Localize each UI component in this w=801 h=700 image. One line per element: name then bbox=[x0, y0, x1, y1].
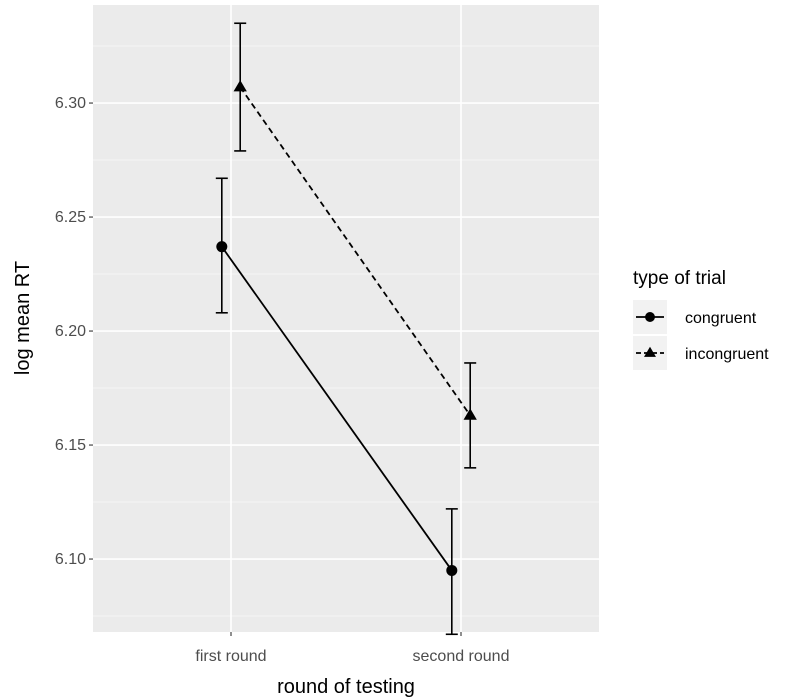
series-congruent bbox=[215, 177, 458, 636]
series-line bbox=[239, 86, 471, 416]
legend-item: congruent bbox=[633, 300, 757, 334]
legend-label: congruent bbox=[685, 310, 757, 327]
x-tick-label: second round bbox=[413, 648, 510, 665]
y-tick-label: 6.20 bbox=[55, 323, 86, 340]
legend-item: incongruent bbox=[633, 336, 769, 370]
tick-layer: 6.10 6.15 6.20 6.25 6.30 first round second ro… bbox=[55, 95, 510, 665]
plot-panel bbox=[93, 5, 599, 632]
data-point bbox=[233, 80, 247, 92]
legend-keys: congruent incongruent bbox=[633, 300, 769, 370]
x-axis-title: round of testing bbox=[277, 676, 415, 698]
legend-title: type of trial bbox=[633, 268, 726, 289]
y-tick-label: 6.10 bbox=[55, 551, 86, 568]
y-tick-label: 6.15 bbox=[55, 437, 86, 454]
y-tick-label: 6.25 bbox=[55, 209, 86, 226]
y-tick-label: 6.30 bbox=[55, 95, 86, 112]
series-incongruent bbox=[233, 22, 477, 469]
legend-marker bbox=[645, 312, 655, 322]
legend-marker bbox=[644, 346, 656, 357]
legend: type of trial congruent incongruent bbox=[633, 268, 769, 370]
series-line bbox=[221, 246, 453, 571]
data-point bbox=[446, 564, 458, 576]
grid-layer bbox=[93, 5, 599, 632]
series-layer bbox=[215, 22, 477, 636]
y-axis-title: log mean RT bbox=[12, 261, 34, 375]
legend-label: incongruent bbox=[685, 346, 769, 363]
x-tick-label: first round bbox=[195, 648, 266, 665]
data-point bbox=[216, 241, 228, 253]
data-point bbox=[463, 408, 477, 420]
